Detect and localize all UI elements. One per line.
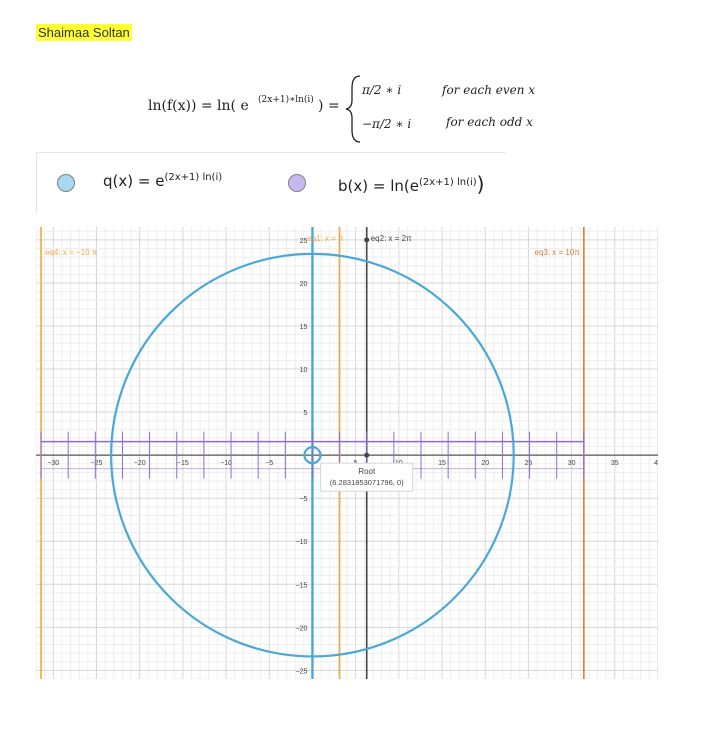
x-tick-label: −20	[134, 460, 146, 467]
y-tick-label: 10	[300, 367, 308, 374]
formula-lhs-close: ) =	[318, 98, 340, 114]
b-expression: b(x) = ln(e(2x+1) ln(i))	[338, 172, 484, 196]
b-expression-text: b(x) = ln(e	[338, 177, 419, 195]
x-tick-label: −15	[177, 460, 189, 467]
author-name: Shaimaa Soltan	[36, 24, 132, 41]
y-tick-label: 25	[300, 238, 308, 245]
case1-value: π/2 ∗ i	[361, 83, 401, 97]
formula-lhs: ln(f(x)) = ln( e	[148, 98, 249, 114]
q-curve-center-circle[interactable]	[303, 446, 322, 465]
b-expression-exponent: (2x+1) ln(i)	[418, 177, 477, 188]
root-tooltip	[320, 462, 414, 492]
y-tick-label: −15	[296, 582, 308, 589]
y-tick-label: 15	[300, 324, 308, 331]
q-color-swatch[interactable]	[57, 174, 75, 192]
y-tick-label: −5	[299, 496, 307, 503]
y-tick-label: −10	[296, 539, 308, 546]
root-tooltip-coords: (6.2831853071796, 0)	[330, 478, 404, 487]
formula-lhs-exponent: (2x+1)∗ln(i)	[258, 94, 314, 105]
y-tick-label: −25	[296, 668, 308, 675]
q-expression: q(x) = e(2x+1) ln(i)	[103, 172, 222, 190]
x-tick-label: 15	[438, 460, 446, 467]
x-tick-label: −5	[265, 460, 273, 467]
x-tick-label: 30	[568, 460, 576, 467]
x-tick-label: 40	[654, 460, 658, 467]
q-expression-text: q(x) = e	[103, 172, 165, 190]
x-tick-label: 20	[481, 460, 489, 467]
equation-line-label-2: eq1: x = π	[307, 234, 344, 243]
equation-line-label-4: eq3: x = 10π	[535, 248, 581, 257]
q-expression-exponent: (2x+1) ln(i)	[164, 172, 223, 183]
x-tick-label: −30	[47, 460, 59, 467]
x-tick-label: 25	[525, 460, 533, 467]
graph-canvas[interactable]: −30−25−20−15−10−551015202530354025201510…	[36, 227, 658, 679]
case1-condition: for each even x	[441, 83, 535, 97]
b-color-swatch[interactable]	[288, 174, 306, 192]
expression-row-q[interactable]: q(x) = e(2x+1) ln(i)	[36, 152, 270, 213]
equation-line-label-1: eq4: x = −10 π	[45, 248, 98, 257]
x-tick-label: 35	[611, 460, 619, 467]
root-tooltip-title: Root	[358, 467, 376, 476]
y-tick-label: 20	[300, 281, 308, 288]
y-tick-label: −20	[296, 625, 308, 632]
x-tick-label: −10	[220, 460, 232, 467]
y-tick-label: 5	[304, 410, 308, 417]
case2-condition: for each odd x	[445, 115, 533, 129]
eq2-top-point[interactable]	[364, 237, 370, 243]
q-curve-circle[interactable]	[110, 252, 515, 658]
case2-value: −π/2 ∗ i	[362, 117, 411, 131]
expression-row-b[interactable]: b(x) = ln(e(2x+1) ln(i))	[268, 152, 506, 213]
root-point[interactable]	[364, 452, 370, 458]
x-tick-label: −25	[91, 460, 103, 467]
b-expression-close: )	[476, 172, 485, 196]
equation-line-label-3: eq2: x = 2π	[371, 234, 412, 243]
formula: ln(f(x)) = ln( e (2x+1)∗ln(i) ) = π/2 ∗ …	[148, 75, 535, 143]
